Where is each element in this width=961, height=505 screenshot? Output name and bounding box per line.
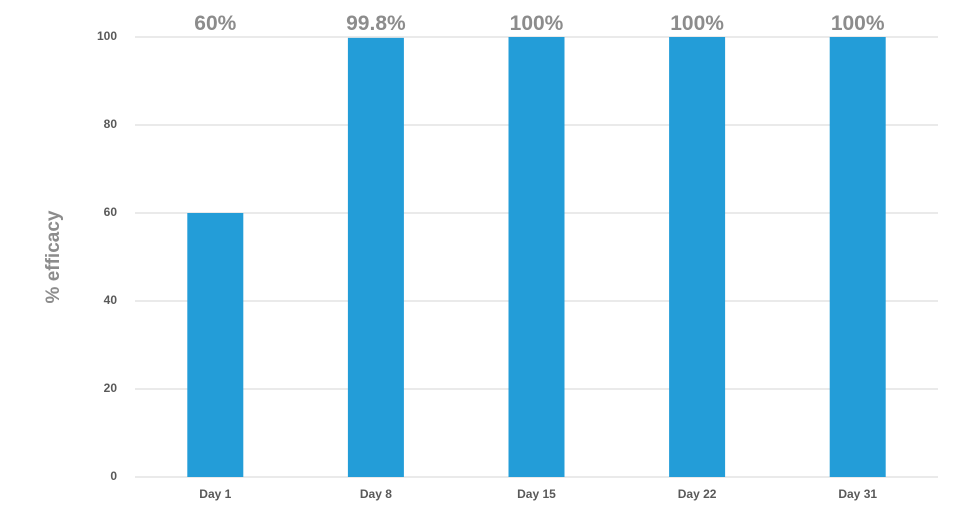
y-tick-label: 60 [104, 205, 118, 219]
bars [187, 37, 886, 477]
x-tick-label: Day 15 [517, 487, 556, 501]
y-tick-label: 20 [104, 381, 118, 395]
x-tick-label: Day 31 [838, 487, 877, 501]
x-tick-label: Day 22 [678, 487, 717, 501]
data-label: 100% [510, 12, 564, 35]
bar-day-1 [187, 213, 244, 477]
y-tick-label: 80 [104, 117, 118, 131]
data-label: 100% [670, 12, 724, 35]
x-axis-ticks: Day 1 Day 8 Day 15 Day 22 Day 31 [199, 487, 877, 501]
y-axis-ticks: 0 20 40 60 80 100 [97, 29, 117, 483]
y-tick-label: 100 [97, 29, 117, 43]
data-labels: 60% 99.8% 100% 100% 100% [194, 12, 885, 35]
x-tick-label: Day 8 [360, 487, 392, 501]
x-tick-label: Day 1 [199, 487, 231, 501]
bar-day-8 [347, 37, 404, 477]
data-label: 100% [831, 12, 885, 35]
bar-day-31 [829, 37, 886, 477]
data-label: 60% [194, 12, 236, 35]
y-tick-label: 40 [104, 293, 118, 307]
bar-day-15 [508, 37, 565, 477]
bar-day-22 [669, 37, 726, 477]
y-tick-label: 0 [110, 469, 117, 483]
y-axis-label: % efficacy [43, 210, 64, 303]
data-label: 99.8% [346, 12, 406, 35]
